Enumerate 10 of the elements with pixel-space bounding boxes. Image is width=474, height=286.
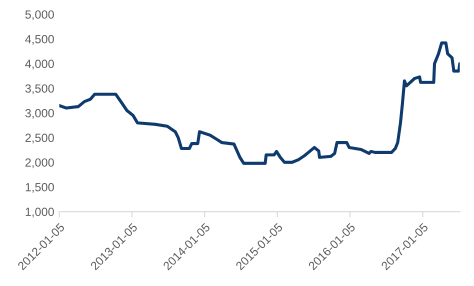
y-tick-label: 2,000 xyxy=(25,158,54,168)
y-tick-label: 3,000 xyxy=(25,109,54,119)
y-tick-label: 2,500 xyxy=(25,134,54,144)
y-tick-label: 3,500 xyxy=(25,84,54,94)
line-series xyxy=(59,41,460,165)
y-tick-label: 5,000 xyxy=(25,10,54,20)
y-tick-label: 1,500 xyxy=(26,183,54,193)
y-tick-label: 4,500 xyxy=(25,35,54,45)
y-tick-label: 1,000 xyxy=(26,208,54,218)
y-tick-label: 4,000 xyxy=(25,60,54,70)
